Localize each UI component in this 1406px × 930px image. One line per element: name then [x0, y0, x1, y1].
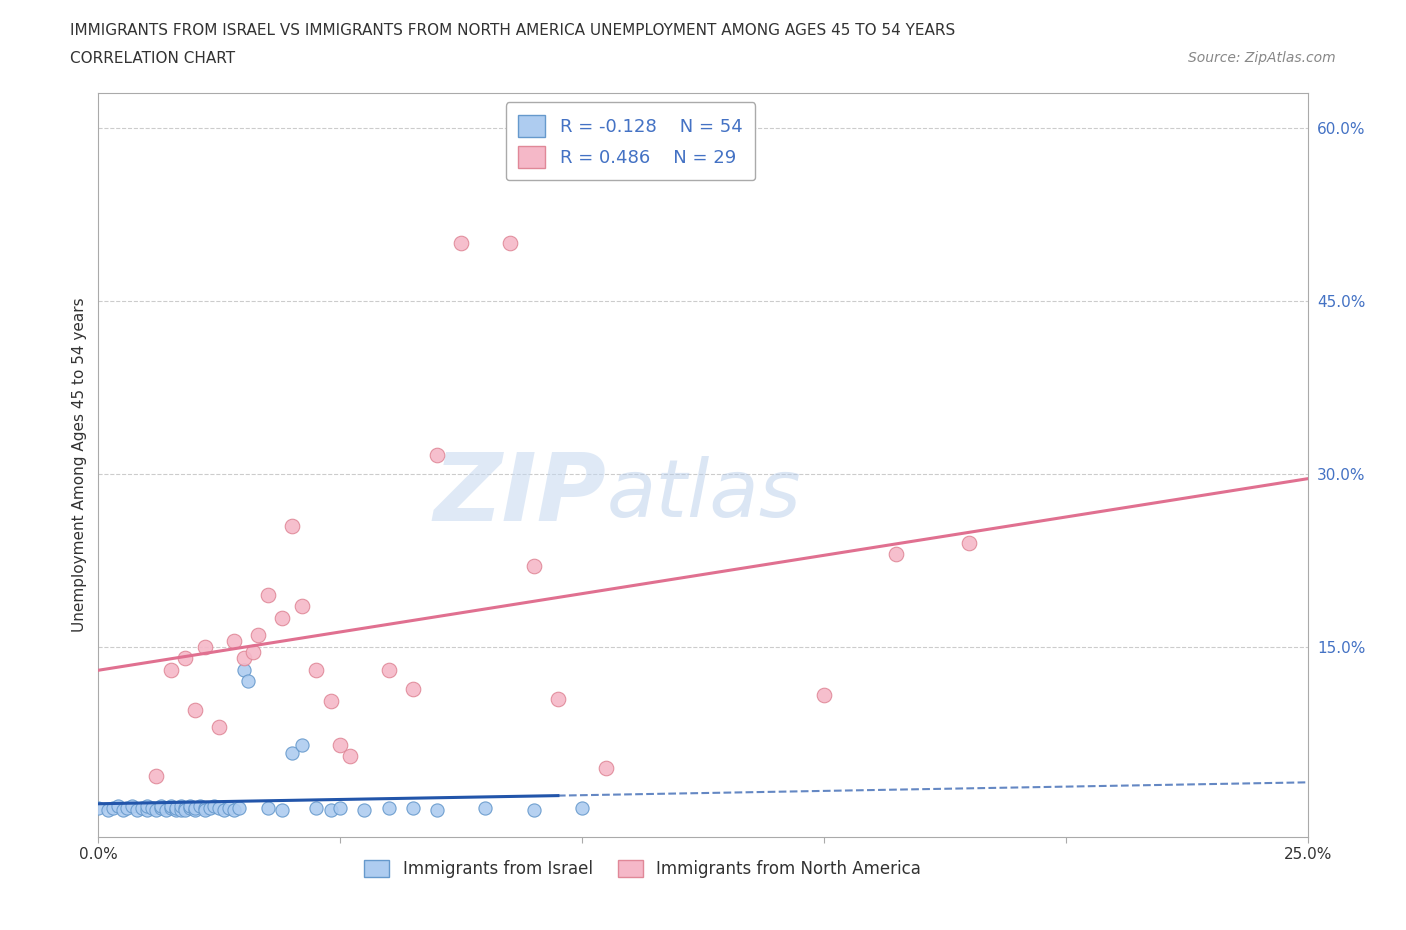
- Point: [107, 799, 129, 814]
- Point: [145, 803, 167, 817]
- Text: atlas: atlas: [606, 456, 801, 534]
- Point: [957, 536, 980, 551]
- Point: [174, 803, 197, 817]
- Point: [204, 799, 226, 814]
- Point: [319, 803, 342, 817]
- Point: [305, 801, 328, 816]
- Point: [402, 682, 425, 697]
- Point: [184, 803, 207, 817]
- Point: [194, 639, 217, 654]
- Point: [194, 801, 217, 816]
- Point: [498, 235, 520, 250]
- Point: [319, 694, 342, 709]
- Point: [179, 799, 201, 814]
- Point: [169, 803, 191, 817]
- Point: [97, 803, 120, 817]
- Point: [222, 633, 245, 648]
- Point: [188, 799, 211, 814]
- Point: [571, 801, 593, 816]
- Point: [218, 801, 240, 816]
- Point: [141, 801, 163, 816]
- Point: [222, 803, 245, 817]
- Point: [339, 749, 361, 764]
- Point: [595, 761, 617, 776]
- Point: [426, 803, 449, 817]
- Point: [353, 803, 375, 817]
- Point: [208, 720, 231, 735]
- Point: [813, 687, 835, 702]
- Point: [101, 801, 124, 816]
- Point: [184, 801, 207, 816]
- Point: [271, 610, 294, 625]
- Point: [184, 703, 207, 718]
- Text: IMMIGRANTS FROM ISRAEL VS IMMIGRANTS FROM NORTH AMERICA UNEMPLOYMENT AMONG AGES : IMMIGRANTS FROM ISRAEL VS IMMIGRANTS FRO…: [70, 23, 956, 38]
- Point: [523, 559, 546, 574]
- Point: [160, 662, 183, 677]
- Point: [305, 662, 328, 677]
- Point: [165, 803, 187, 817]
- Point: [135, 803, 157, 817]
- Point: [198, 801, 221, 816]
- Point: [256, 801, 278, 816]
- Point: [131, 801, 153, 816]
- Y-axis label: Unemployment Among Ages 45 to 54 years: Unemployment Among Ages 45 to 54 years: [72, 298, 87, 632]
- Point: [290, 599, 312, 614]
- Point: [523, 803, 546, 817]
- Point: [228, 801, 250, 816]
- Point: [135, 799, 157, 814]
- Point: [150, 801, 173, 816]
- Point: [127, 803, 149, 817]
- Point: [271, 803, 294, 817]
- Point: [290, 737, 312, 752]
- Point: [232, 651, 254, 666]
- Point: [377, 662, 399, 677]
- Point: [155, 803, 177, 817]
- Point: [111, 803, 134, 817]
- Point: [329, 801, 352, 816]
- Point: [886, 547, 908, 562]
- Legend: Immigrants from Israel, Immigrants from North America: Immigrants from Israel, Immigrants from …: [357, 853, 928, 884]
- Point: [256, 588, 278, 603]
- Point: [169, 799, 191, 814]
- Point: [281, 745, 304, 760]
- Point: [208, 801, 231, 816]
- Point: [238, 674, 260, 689]
- Point: [160, 799, 183, 814]
- Text: Source: ZipAtlas.com: Source: ZipAtlas.com: [1188, 51, 1336, 65]
- Point: [547, 691, 569, 706]
- Point: [426, 447, 449, 462]
- Point: [474, 801, 496, 816]
- Point: [377, 801, 399, 816]
- Point: [160, 801, 183, 816]
- Point: [174, 801, 197, 816]
- Point: [117, 801, 139, 816]
- Point: [281, 518, 304, 533]
- Point: [174, 651, 197, 666]
- Point: [232, 662, 254, 677]
- Point: [329, 737, 352, 752]
- Point: [87, 801, 110, 816]
- Text: CORRELATION CHART: CORRELATION CHART: [70, 51, 235, 66]
- Point: [450, 235, 472, 250]
- Point: [179, 801, 201, 816]
- Point: [145, 768, 167, 783]
- Point: [150, 799, 173, 814]
- Point: [402, 801, 425, 816]
- Point: [247, 628, 270, 643]
- Point: [212, 803, 235, 817]
- Point: [121, 799, 143, 814]
- Text: ZIP: ZIP: [433, 449, 606, 540]
- Point: [242, 645, 264, 660]
- Point: [194, 803, 217, 817]
- Point: [165, 801, 187, 816]
